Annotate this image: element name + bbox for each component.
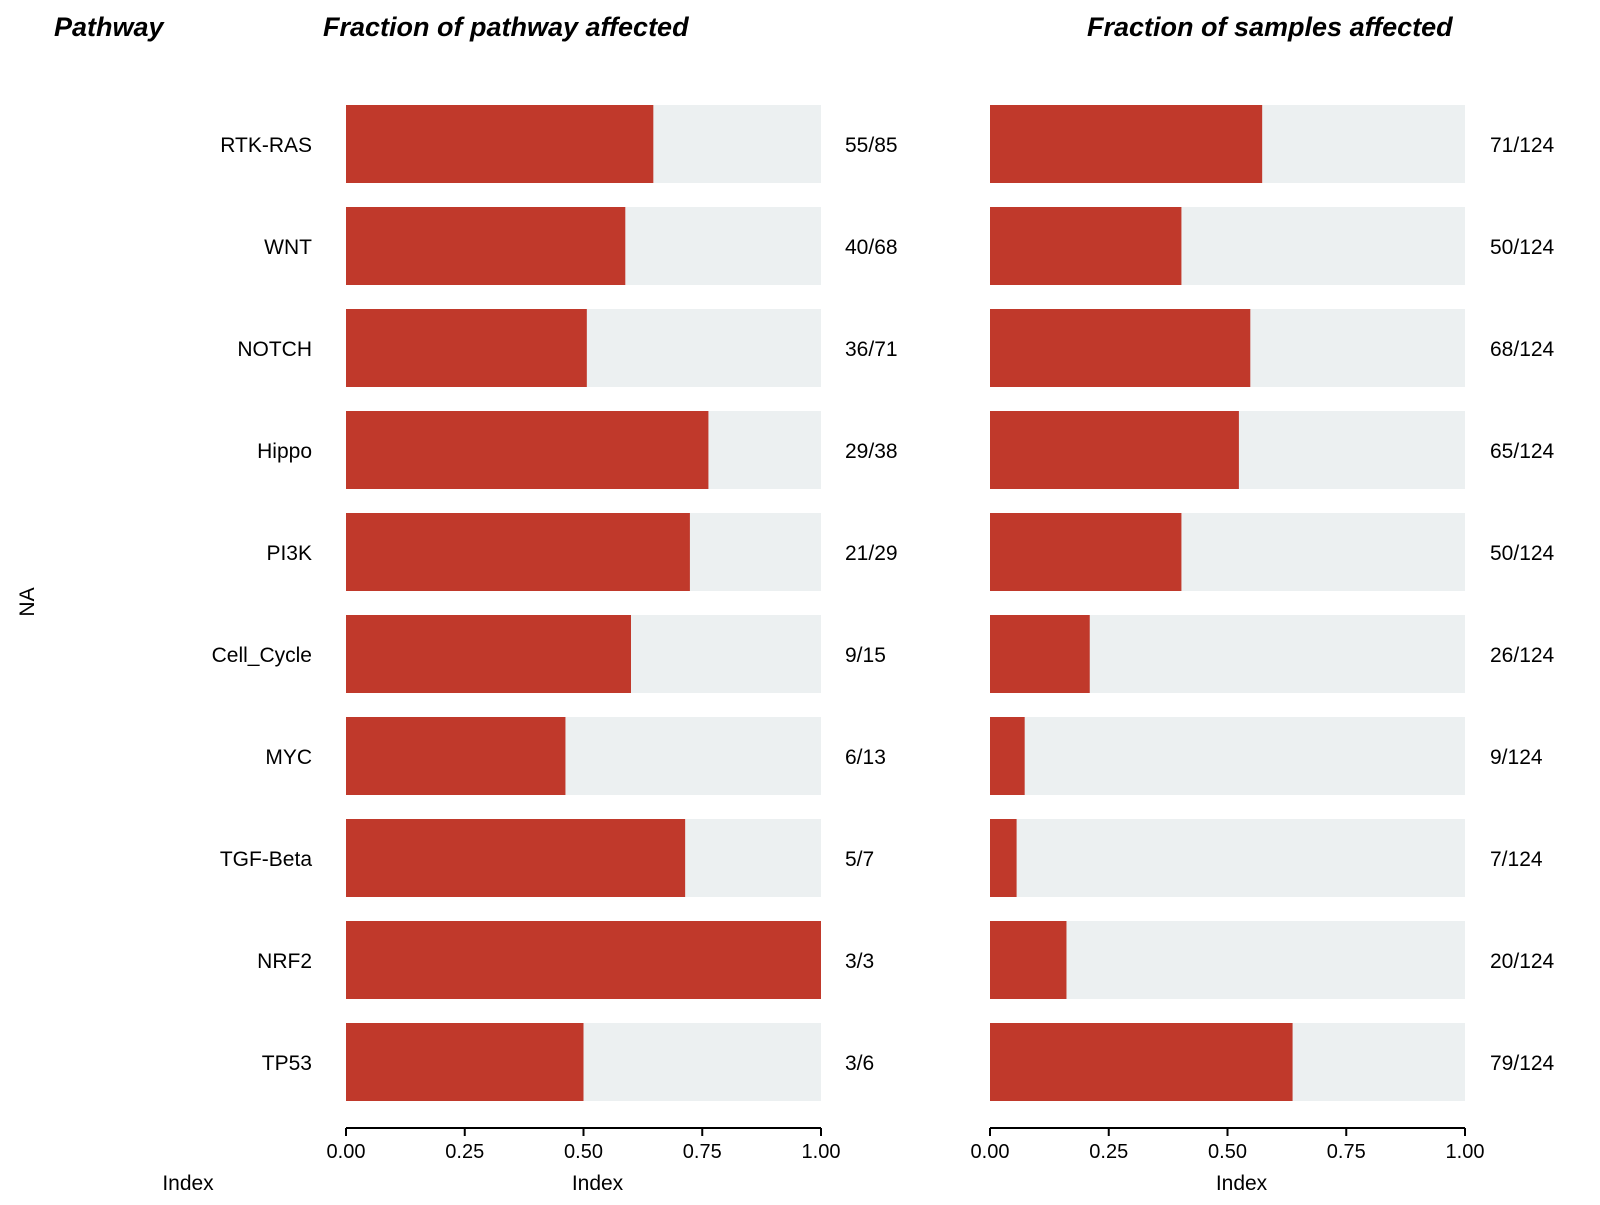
x-tick-label: 0.50 xyxy=(1208,1141,1247,1163)
category-label: TP53 xyxy=(262,1052,312,1075)
bar xyxy=(990,105,1263,183)
category-label: MYC xyxy=(265,746,312,769)
bar xyxy=(346,309,587,387)
category-label: NRF2 xyxy=(257,950,312,973)
data-label: 36/71 xyxy=(845,338,898,361)
data-label: 55/85 xyxy=(845,134,898,157)
panel-title: Fraction of samples affected xyxy=(1087,12,1453,42)
bar xyxy=(346,819,686,897)
data-label: 7/124 xyxy=(1490,848,1543,871)
x-tick-label: 0.00 xyxy=(327,1141,366,1163)
category-label: NOTCH xyxy=(237,338,312,361)
bar xyxy=(990,411,1239,489)
bar xyxy=(346,513,690,591)
bar xyxy=(990,207,1182,285)
bar xyxy=(990,309,1251,387)
bar-background xyxy=(990,717,1465,795)
category-label: Hippo xyxy=(257,440,312,463)
data-label: 21/29 xyxy=(845,542,898,565)
x-tick-label: 0.50 xyxy=(564,1141,603,1163)
data-label: 50/124 xyxy=(1490,236,1555,259)
bar xyxy=(990,1023,1293,1101)
data-label: 68/124 xyxy=(1490,338,1555,361)
left-index-label: Index xyxy=(162,1172,214,1195)
data-label: 79/124 xyxy=(1490,1052,1555,1075)
bar xyxy=(346,1023,584,1101)
bar xyxy=(990,513,1182,591)
bar xyxy=(346,207,626,285)
x-axis-label: Index xyxy=(572,1172,624,1195)
category-label: TGF-Beta xyxy=(220,848,313,871)
bar xyxy=(990,615,1090,693)
bar xyxy=(346,717,566,795)
bar xyxy=(990,717,1025,795)
category-label: RTK-RAS xyxy=(220,134,312,157)
x-tick-label: 1.00 xyxy=(802,1141,841,1163)
data-label: 3/6 xyxy=(845,1052,874,1075)
x-tick-label: 0.25 xyxy=(1089,1141,1128,1163)
data-label: 65/124 xyxy=(1490,440,1555,463)
data-label: 6/13 xyxy=(845,746,886,769)
x-tick-label: 0.00 xyxy=(971,1141,1010,1163)
bar xyxy=(346,615,631,693)
data-label: 50/124 xyxy=(1490,542,1555,565)
data-label: 3/3 xyxy=(845,950,874,973)
data-label: 9/124 xyxy=(1490,746,1543,769)
x-tick-label: 0.25 xyxy=(445,1141,484,1163)
y-axis-label: NA xyxy=(16,587,39,616)
bar-background xyxy=(990,819,1465,897)
bar xyxy=(346,411,709,489)
row-header: Pathway xyxy=(54,12,166,42)
data-label: 20/124 xyxy=(1490,950,1555,973)
panel-title: Fraction of pathway affected xyxy=(323,12,689,42)
category-label: Cell_Cycle xyxy=(212,644,312,667)
x-axis-label: Index xyxy=(1216,1172,1268,1195)
bar xyxy=(346,921,821,999)
category-label: PI3K xyxy=(266,542,312,565)
bar xyxy=(990,921,1067,999)
category-label: WNT xyxy=(264,236,312,259)
bar xyxy=(990,819,1017,897)
x-tick-label: 1.00 xyxy=(1446,1141,1485,1163)
data-label: 40/68 xyxy=(845,236,898,259)
x-tick-label: 0.75 xyxy=(683,1141,722,1163)
data-label: 5/7 xyxy=(845,848,874,871)
right-panel: Fraction of samples affected 71/124 50/124… xyxy=(971,12,1555,1195)
x-tick-label: 0.75 xyxy=(1327,1141,1366,1163)
bar xyxy=(346,105,654,183)
data-label: 29/38 xyxy=(845,440,898,463)
left-panel: Fraction of pathway affected 55/85 RTK-RAS… xyxy=(16,12,898,1195)
bar-background xyxy=(990,921,1465,999)
data-label: 26/124 xyxy=(1490,644,1555,667)
data-label: 9/15 xyxy=(845,644,886,667)
data-label: 71/124 xyxy=(1490,134,1555,157)
